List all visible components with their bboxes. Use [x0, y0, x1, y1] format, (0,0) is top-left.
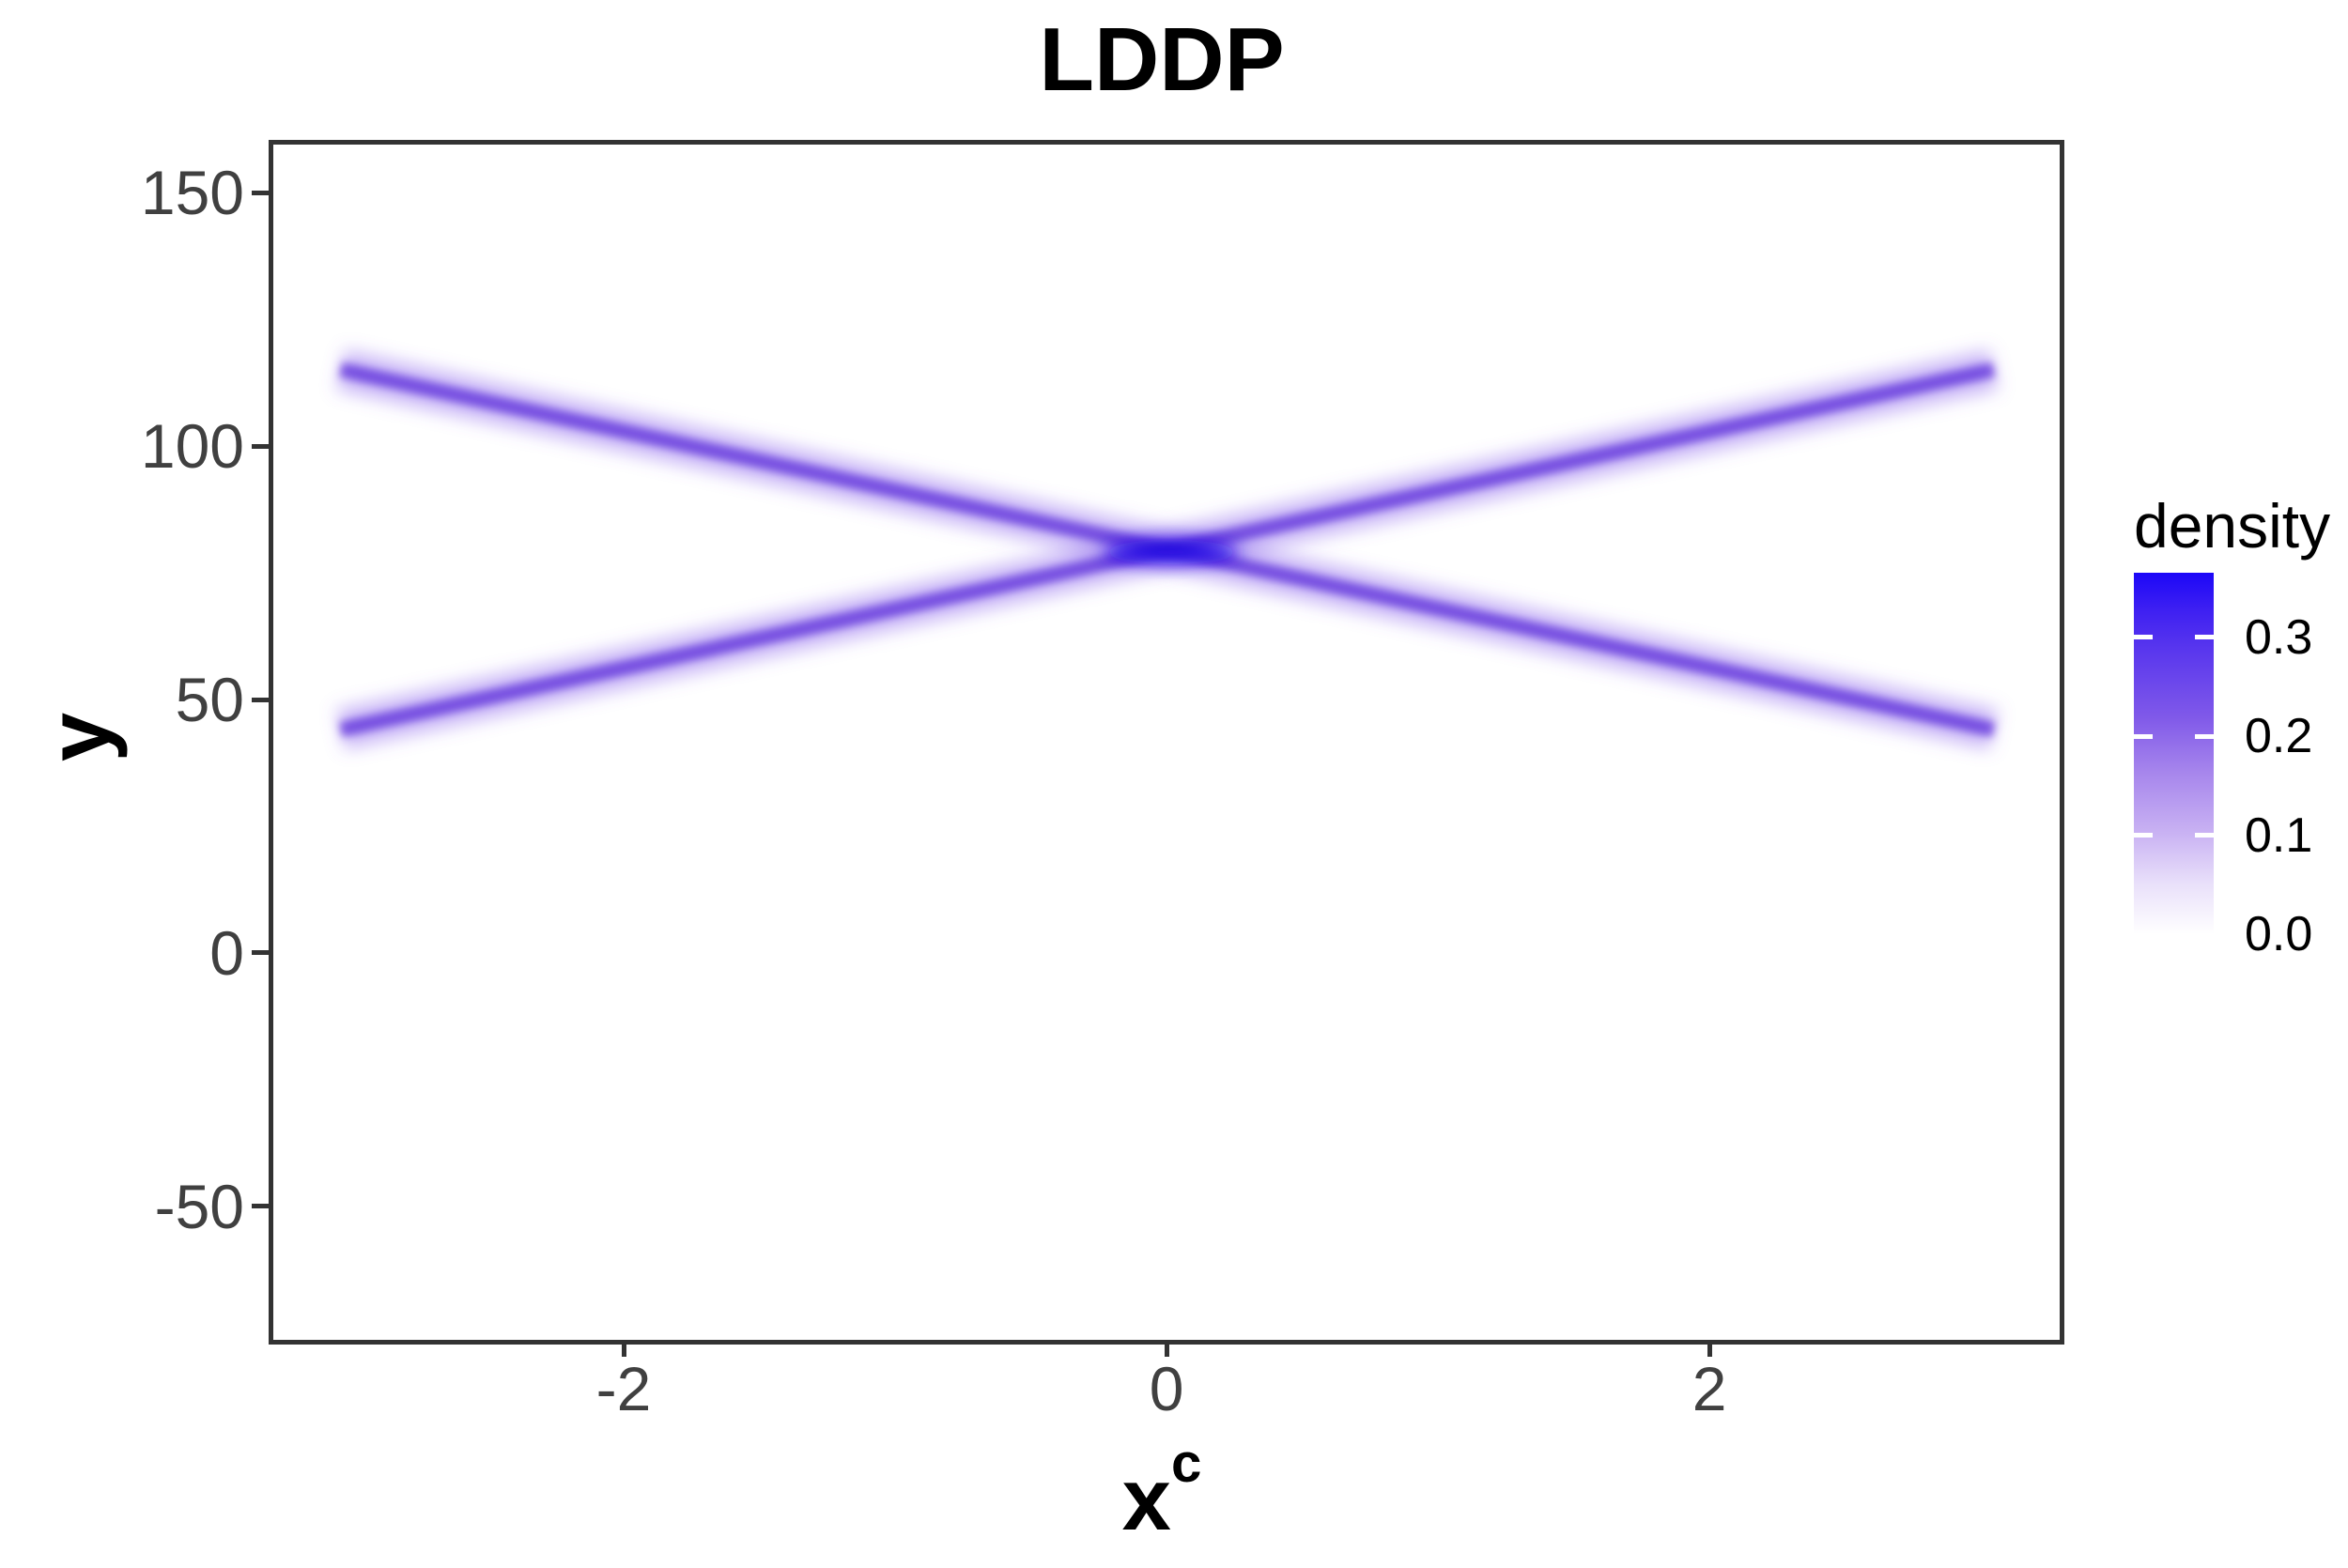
x-tick-label: -2 — [595, 1354, 652, 1423]
y-tick-mark — [252, 190, 269, 195]
x-axis-title: xc — [1121, 1436, 1202, 1548]
legend-tick-label: 0.3 — [2245, 609, 2313, 665]
y-tick-mark — [252, 1204, 269, 1209]
legend-tick-mark — [2134, 733, 2153, 739]
x-tick-label: 0 — [1149, 1354, 1184, 1423]
x-axis-title-superscript: c — [1170, 1433, 1202, 1495]
legend-gradient-bar — [2134, 573, 2214, 934]
y-tick-label: 100 — [140, 411, 244, 482]
legend-tick-label: 0.0 — [2245, 907, 2313, 961]
plot-panel — [269, 140, 2064, 1345]
y-tick-mark — [252, 443, 269, 449]
legend-tick-mark — [2195, 833, 2214, 838]
y-tick-mark — [252, 697, 269, 702]
x-tick-mark — [1707, 1340, 1712, 1357]
legend-title: density — [2134, 491, 2331, 561]
y-tick-label: -50 — [154, 1171, 244, 1241]
legend-tick-mark — [2134, 833, 2153, 838]
legend-tick-mark — [2134, 635, 2153, 640]
x-tick-mark — [621, 1340, 626, 1357]
x-tick-label: 2 — [1691, 1354, 1727, 1423]
legend-tick-label: 0.2 — [2245, 709, 2313, 764]
density-ridges-canvas — [335, 349, 1999, 750]
legend-tick-mark — [2195, 733, 2214, 739]
legend-tick-mark — [2195, 635, 2214, 640]
x-axis-title-base: x — [1121, 1450, 1171, 1548]
legend-tick-label: 0.1 — [2245, 807, 2313, 863]
plot-title: LDDP — [1039, 9, 1285, 110]
x-tick-mark — [1164, 1340, 1169, 1357]
crossing-density-peak — [1104, 540, 1240, 565]
y-tick-label: 50 — [175, 665, 244, 734]
y-tick-mark — [252, 950, 269, 956]
y-tick-label: 0 — [209, 917, 244, 988]
y-tick-label: 150 — [140, 158, 244, 228]
